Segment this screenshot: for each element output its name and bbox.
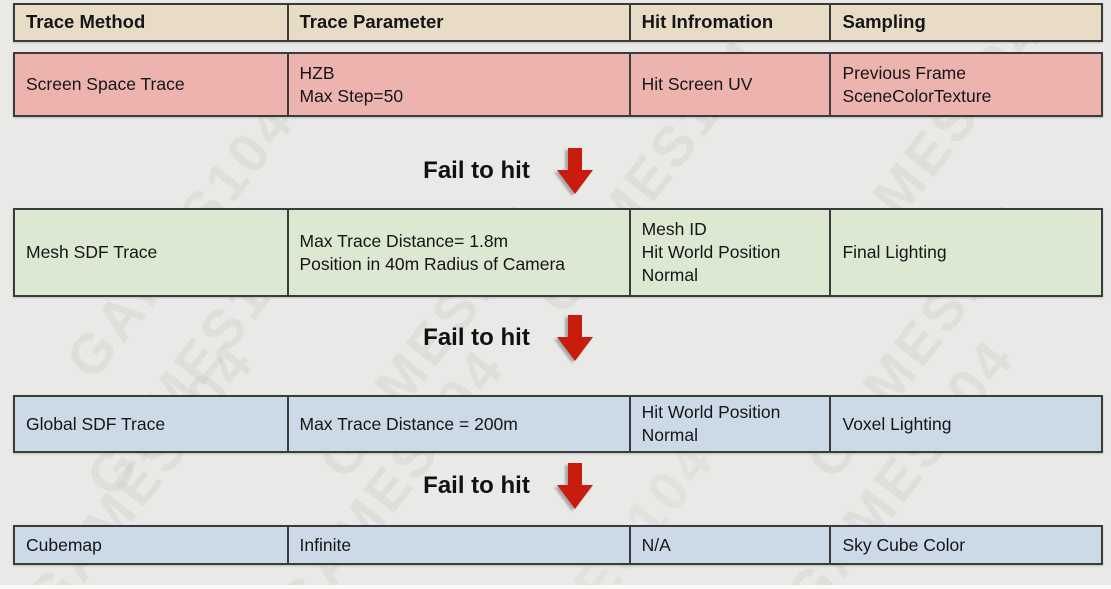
header-sampling: Sampling: [829, 5, 1101, 40]
down-arrow-shape: [556, 463, 593, 509]
down-arrow-icon: [556, 315, 593, 361]
cell-hit-information: Mesh ID Hit World Position Normal: [628, 210, 830, 295]
cell-hit-information: N/A: [628, 527, 830, 563]
table-header-row: Trace Method Trace Parameter Hit Infroma…: [13, 3, 1103, 42]
header-hit-information: Hit Infromation: [628, 5, 830, 40]
fail-to-hit-group: Fail to hit: [423, 312, 594, 364]
cell-sampling: Sky Cube Color: [829, 527, 1101, 563]
fail-to-hit-connector-3: Fail to hit: [0, 460, 1111, 512]
cell-trace-method: Global SDF Trace: [26, 413, 166, 434]
table-row-global-sdf-trace: Global SDF Trace Max Trace Distance = 20…: [13, 395, 1103, 453]
fail-to-hit-group: Fail to hit: [423, 460, 594, 512]
down-arrow-shape: [556, 315, 593, 361]
table-row-mesh-sdf-trace: Mesh SDF Trace Max Trace Distance= 1.8m …: [13, 208, 1103, 297]
fail-to-hit-connector-2: Fail to hit: [0, 312, 1111, 364]
fail-to-hit-label: Fail to hit: [423, 324, 530, 351]
down-arrow-icon: [556, 463, 593, 509]
cell-hit-information: Hit World Position Normal: [628, 397, 830, 451]
cell-sampling: Voxel Lighting: [829, 397, 1101, 451]
down-arrow-icon: [556, 148, 593, 194]
cell-trace-parameter: Max Trace Distance= 1.8m Position in 40m…: [286, 210, 629, 295]
header-trace-parameter: Trace Parameter: [286, 5, 629, 40]
cell-hit-information: Hit Screen UV: [628, 54, 830, 115]
fail-to-hit-label: Fail to hit: [423, 472, 530, 499]
cell-sampling: Final Lighting: [829, 210, 1101, 295]
fail-to-hit-label: Fail to hit: [423, 157, 530, 184]
fail-to-hit-connector-1: Fail to hit: [0, 145, 1111, 197]
cell-trace-method: Cubemap: [26, 534, 102, 555]
cell-trace-parameter: HZB Max Step=50: [286, 54, 629, 115]
fail-to-hit-group: Fail to hit: [423, 145, 594, 197]
cell-sampling: Previous Frame SceneColorTexture: [829, 54, 1101, 115]
table-row-cubemap: Cubemap Infinite N/A Sky Cube Color: [13, 525, 1103, 565]
header-trace-method: Trace Method: [26, 11, 146, 33]
table-row-screen-space-trace: Screen Space Trace HZB Max Step=50 Hit S…: [13, 52, 1103, 117]
down-arrow-shape: [556, 148, 593, 194]
bottom-edge-strip: [0, 585, 1111, 589]
cell-trace-parameter: Infinite: [286, 527, 629, 563]
cell-trace-method: Mesh SDF Trace: [26, 242, 158, 263]
cell-trace-parameter: Max Trace Distance = 200m: [286, 397, 629, 451]
cell-trace-method: Screen Space Trace: [26, 74, 185, 95]
